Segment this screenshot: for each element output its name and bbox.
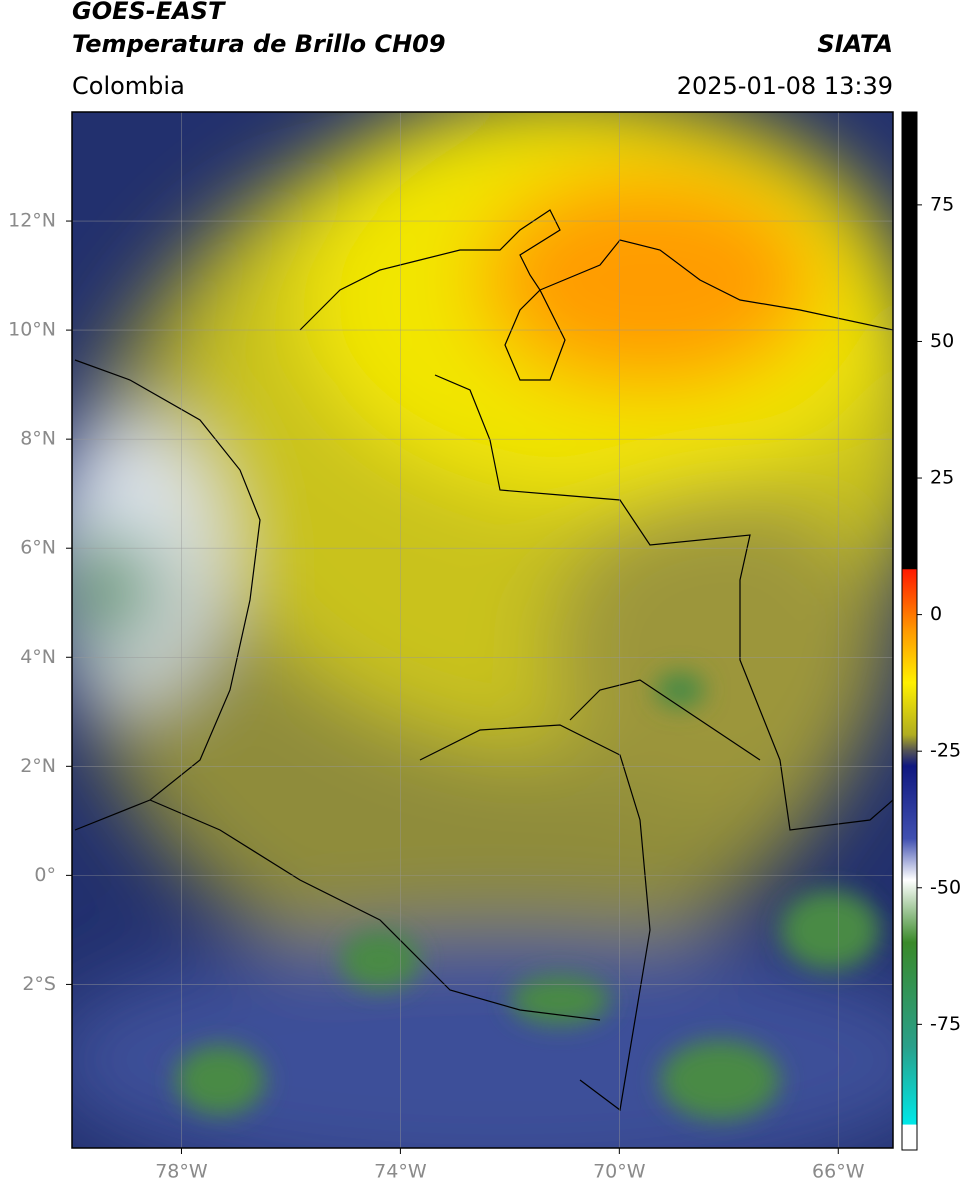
lon-tick-label: 74°W xyxy=(374,1161,427,1183)
lat-tick-label: 6°N xyxy=(20,537,56,559)
datetime: 2025-01-08 13:39 xyxy=(677,72,893,100)
lon-tick-label: 66°W xyxy=(812,1161,865,1183)
lat-tick-label: 10°N xyxy=(8,319,56,341)
lat-tick-label: 2°N xyxy=(20,755,56,777)
lon-tick-label: 78°W xyxy=(155,1161,208,1183)
lat-tick-label: 2°S xyxy=(22,973,56,995)
title: GOES-EAST xyxy=(72,0,226,25)
colorbar-tick-label: -75 xyxy=(930,1013,961,1035)
colorbar-tick-label: 0 xyxy=(930,603,942,625)
lat-tick-label: 8°N xyxy=(20,428,56,450)
lat-tick-label: 4°N xyxy=(20,646,56,668)
graticule xyxy=(72,112,893,1148)
colorbar-tick-label: 25 xyxy=(930,467,954,489)
colorbar xyxy=(901,111,918,1151)
satellite-image xyxy=(72,112,893,1148)
lat-tick-label: 0° xyxy=(34,864,56,886)
source: SIATA xyxy=(817,30,893,58)
map-frame xyxy=(71,111,894,1149)
colorbar-tick-label: -50 xyxy=(930,876,961,898)
colorbar-tick-label: 75 xyxy=(930,193,954,215)
lon-tick-label: 70°W xyxy=(593,1161,646,1183)
subtitle: Temperatura de Brillo CH09 xyxy=(72,30,446,58)
colorbar-tick-label: -25 xyxy=(930,740,961,762)
region: Colombia xyxy=(72,72,185,100)
lat-tick-label: 12°N xyxy=(8,210,56,232)
colorbar-tick-label: 50 xyxy=(930,330,954,352)
